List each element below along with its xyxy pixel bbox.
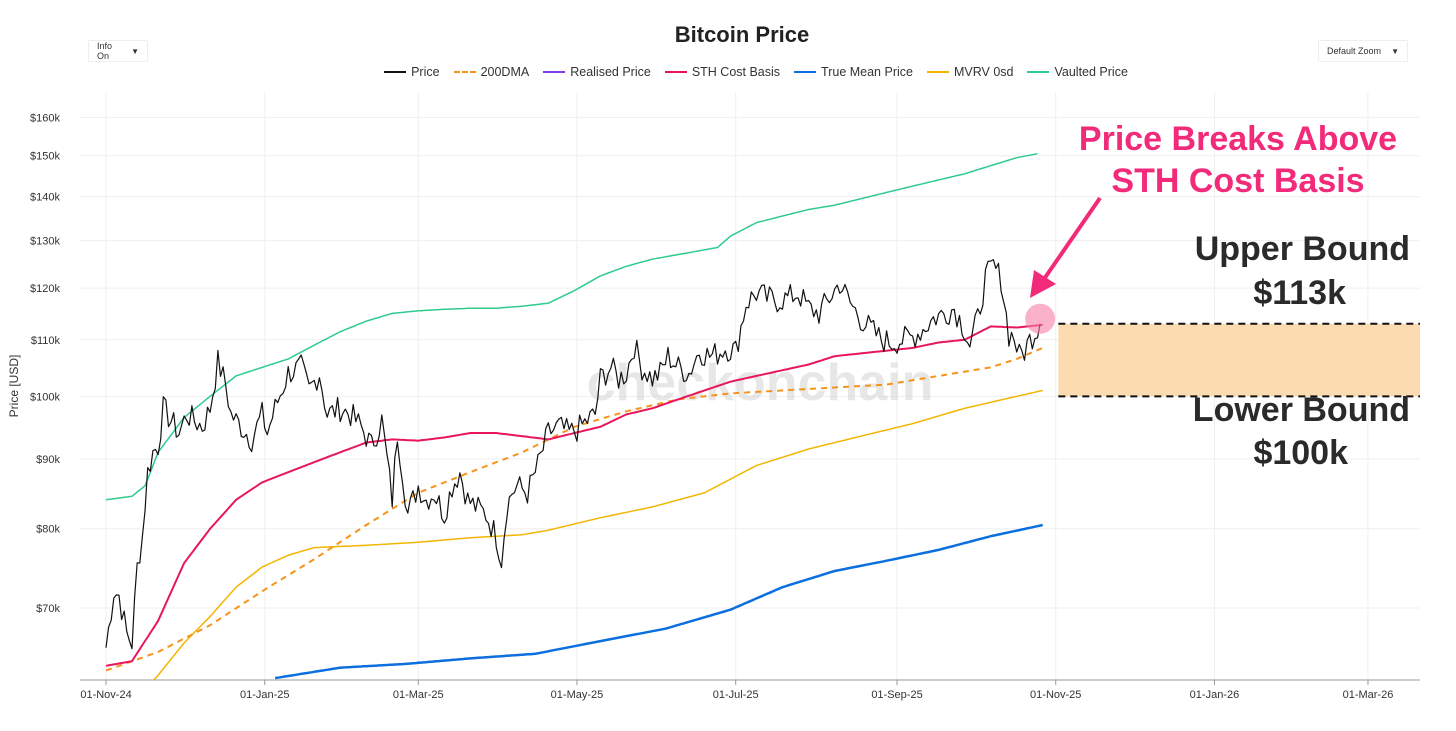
legend: Price 200DMA Realised Price STH Cost Basis T…	[0, 65, 1456, 79]
x-tick-label: 01-Nov-25	[1030, 689, 1081, 701]
legend-swatch	[453, 71, 476, 73]
legend-swatch	[543, 71, 566, 73]
legend-item-mvrv-0sd[interactable]: MVRV 0sd	[926, 65, 1014, 79]
info-toggle-dropdown[interactable]: Info On ▼	[88, 40, 148, 62]
zoom-dropdown[interactable]: Default Zoom ▼	[1318, 40, 1408, 62]
y-tick-label: $100k	[30, 391, 60, 403]
breakout-highlight	[1025, 303, 1056, 334]
chevron-down-icon: ▼	[1391, 46, 1399, 56]
legend-item-sth-cost-basis[interactable]: STH Cost Basis	[664, 65, 781, 79]
headline-line1: Price Breaks Above	[1079, 120, 1397, 158]
y-tick-label: $120k	[30, 283, 60, 295]
y-tick-label: $130k	[30, 236, 60, 248]
legend-label: Vaulted Price	[1054, 65, 1128, 79]
x-tick-label: 01-Nov-24	[80, 689, 131, 701]
legend-item-200dma[interactable]: 200DMA	[453, 65, 530, 79]
y-tick-label: $160k	[30, 112, 60, 124]
bounds-band	[1058, 323, 1420, 397]
x-tick-label: 01-Sep-25	[871, 689, 922, 701]
headline-line2: STH Cost Basis	[1111, 162, 1364, 200]
annotation-arrow-head	[1030, 270, 1056, 298]
x-tick-label: 01-Mar-25	[393, 689, 444, 701]
legend-item-true-mean-price[interactable]: True Mean Price	[794, 65, 913, 79]
series-line-true-mean-price	[274, 523, 1043, 680]
lower-bound-label: Lower Bound	[1193, 391, 1410, 429]
legend-label: STH Cost Basis	[691, 65, 781, 79]
x-tick-label: 01-Jan-26	[1190, 689, 1240, 701]
legend-swatch	[664, 71, 687, 73]
y-tick-label: $80k	[36, 524, 60, 536]
legend-swatch	[1027, 71, 1050, 73]
chart-title: Bitcoin Price	[674, 22, 810, 47]
y-tick-label: $70k	[36, 603, 60, 615]
legend-label: Price	[411, 65, 440, 79]
legend-swatch	[926, 71, 949, 73]
x-tick-label: 01-Jan-25	[240, 689, 290, 701]
y-tick-label: $90k	[36, 454, 60, 466]
upper-bound-label: Upper Bound	[1195, 230, 1410, 268]
y-tick-label: $150k	[30, 151, 60, 163]
annotation-arrow-shaft	[1040, 196, 1102, 284]
upper-bound-value: $113k	[1253, 274, 1346, 312]
series-line-mvrv-0sd	[152, 389, 1043, 680]
legend-label: 200DMA	[480, 65, 530, 79]
legend-swatch	[794, 71, 817, 73]
x-tick-label: 01-Mar-26	[1343, 689, 1394, 701]
info-toggle-label: Info On	[97, 41, 113, 61]
x-tick-label: 01-May-25	[551, 689, 604, 701]
legend-label: True Mean Price	[821, 65, 913, 79]
series-line-vaulted-price	[105, 152, 1038, 501]
series-line-price	[105, 259, 1041, 650]
series-line-200dma	[105, 346, 1044, 672]
legend-item-vaulted-price[interactable]: Vaulted Price	[1027, 65, 1128, 79]
lower-bound-value: $100k	[1253, 434, 1348, 472]
chevron-down-icon: ▼	[131, 46, 139, 56]
x-tick-label: 01-Jul-25	[713, 689, 759, 701]
y-tick-label: $140k	[30, 192, 60, 204]
legend-label: Realised Price	[570, 65, 651, 79]
legend-item-price[interactable]: Price	[384, 65, 440, 79]
legend-item-realised-price[interactable]: Realised Price	[543, 65, 651, 79]
y-tick-label: $110k	[31, 335, 61, 347]
legend-label: MVRV 0sd	[953, 65, 1014, 79]
legend-swatch	[384, 71, 407, 73]
watermark: checkonchain	[587, 354, 934, 412]
zoom-label: Default Zoom	[1327, 46, 1382, 56]
y-axis-label: Price [USD]	[7, 355, 21, 418]
